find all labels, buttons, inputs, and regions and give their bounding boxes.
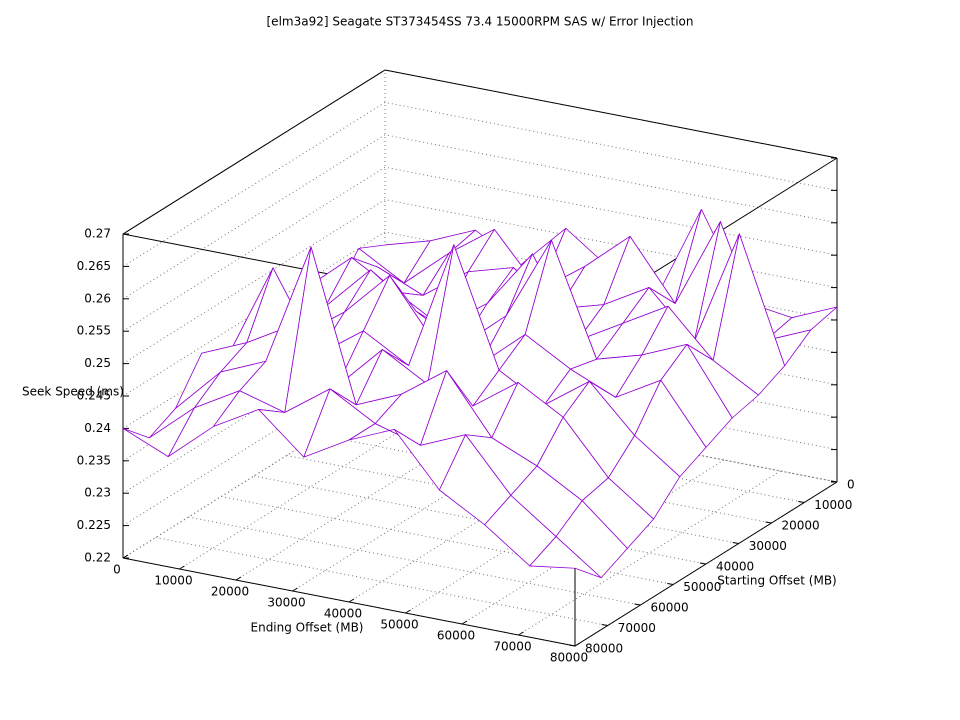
grid-line (155, 537, 608, 626)
grid-line (122, 101, 838, 267)
y-tick-label: 20000 (782, 519, 820, 533)
z-tick-label: 0.26 (84, 291, 111, 305)
x-tick-label: 60000 (437, 629, 475, 643)
z-tick-label: 0.25 (84, 356, 111, 370)
z-tick-label: 0.23 (84, 486, 111, 500)
y-tick-label: 40000 (716, 560, 754, 574)
tick-mark (765, 521, 772, 524)
tick-mark (574, 642, 581, 647)
grid-line (221, 496, 674, 585)
grid-line (122, 166, 838, 332)
z-axis-label: Seek Speed (ms) (22, 385, 124, 399)
x-tick-label: 10000 (154, 574, 192, 588)
y-tick-label: 10000 (814, 498, 852, 512)
grid-line (188, 516, 641, 606)
z-tick-label: 0.225 (77, 518, 111, 532)
tick-mark (122, 554, 129, 559)
box-edge (384, 69, 838, 159)
tick-mark (699, 562, 707, 565)
x-tick-label: 20000 (211, 585, 249, 599)
x-tick-label: 80000 (550, 651, 588, 665)
y-axis-label: Starting Offset (MB) (717, 574, 837, 588)
grid-line (319, 434, 772, 524)
x-tick-label: 0 (113, 563, 121, 577)
z-tick-label: 0.245 (77, 389, 111, 403)
tick-mark (518, 631, 524, 636)
tick-mark (601, 624, 608, 626)
y-tick-label: 0 (847, 478, 855, 492)
grid-line (253, 475, 707, 565)
tick-mark (667, 583, 674, 585)
grid-line (122, 69, 838, 235)
y-tick-label: 70000 (618, 621, 656, 635)
x-tick-label: 70000 (493, 640, 531, 654)
tick-mark (830, 480, 838, 483)
box-edge (122, 69, 386, 235)
surface-cell (529, 536, 602, 579)
y-tick-label: 80000 (585, 642, 623, 656)
z-tick-label: 0.27 (84, 227, 111, 241)
x-tick-label: 40000 (324, 607, 362, 621)
tick-mark (179, 565, 185, 570)
y-tick-label: 50000 (683, 580, 721, 594)
tick-mark (732, 542, 739, 544)
z-tick-label: 0.255 (77, 324, 111, 338)
z-tick-label: 0.265 (77, 259, 111, 273)
grid-line (122, 134, 838, 300)
z-tick-label: 0.235 (77, 453, 111, 467)
x-tick-label: 30000 (267, 596, 305, 610)
tick-mark (461, 620, 468, 625)
tick-mark (798, 501, 805, 503)
z-tick-label: 0.22 (84, 551, 111, 565)
chart-title: [elm3a92] Seagate ST373454SS 73.4 15000R… (267, 15, 694, 29)
tick-mark (348, 598, 355, 603)
y-tick-label: 30000 (749, 539, 787, 553)
tick-mark (235, 576, 242, 581)
y-tick-label: 60000 (651, 601, 689, 615)
tick-mark (568, 644, 576, 647)
z-tick-label: 0.24 (84, 421, 111, 435)
x-axis-label: Ending Offset (MB) (251, 621, 364, 635)
x-tick-label: 50000 (380, 618, 418, 632)
tick-mark (634, 603, 641, 606)
tick-mark (405, 609, 411, 614)
tick-mark (292, 587, 298, 592)
grid-line (286, 455, 739, 544)
